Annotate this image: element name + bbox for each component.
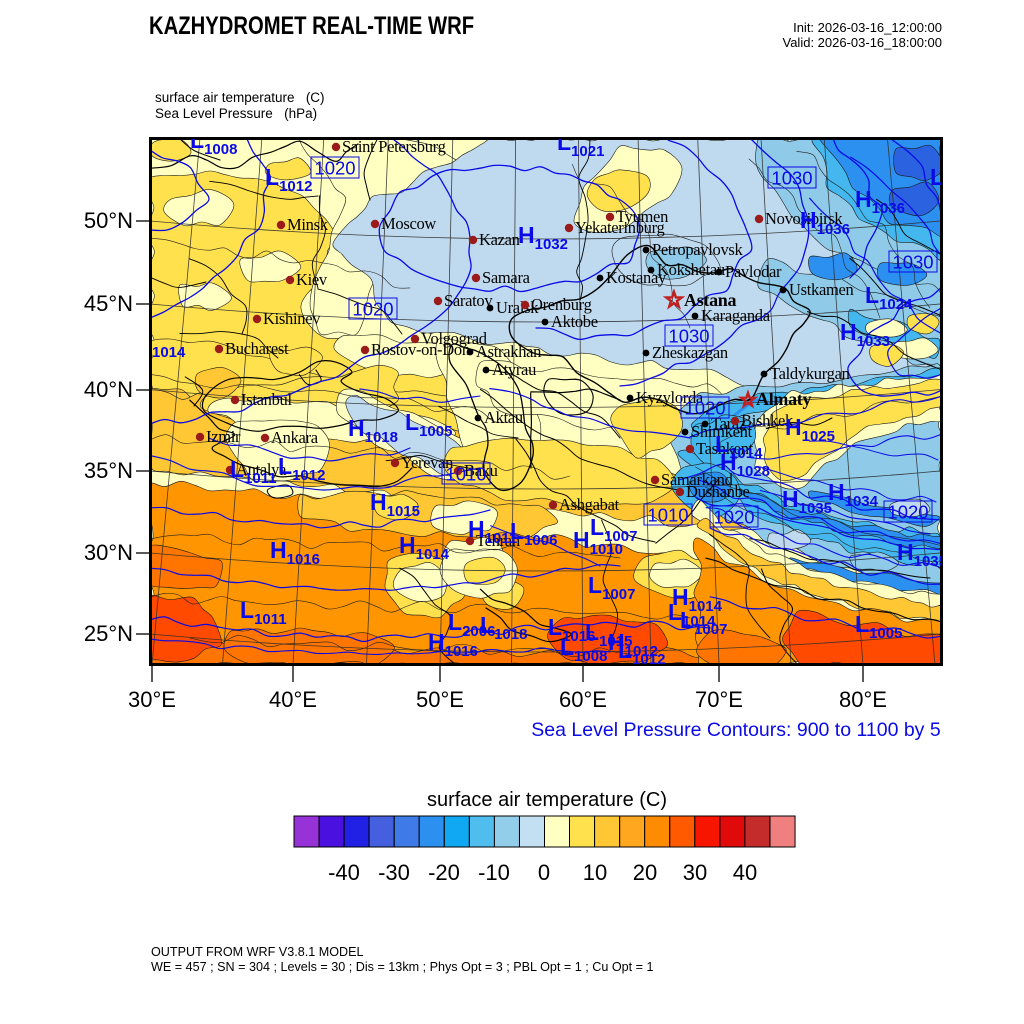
svg-text:Kishinev: Kishinev [263, 309, 321, 328]
svg-text:Yekaterinburg: Yekaterinburg [575, 218, 664, 237]
svg-text:Kokshetau: Kokshetau [657, 260, 725, 279]
svg-text:Aktau: Aktau [484, 408, 523, 427]
svg-text:Ustkamen: Ustkamen [789, 280, 854, 299]
svg-text:Rostov-on-Don: Rostov-on-Don [371, 340, 470, 359]
svg-text:1010: 1010 [445, 464, 486, 485]
svg-text:10: 10 [583, 860, 607, 885]
svg-text:L1030: L1030 [930, 164, 977, 195]
svg-text:Kyzylorda: Kyzylorda [636, 388, 704, 407]
svg-text:Samarkand: Samarkand [661, 470, 734, 489]
svg-text:Atyrau: Atyrau [492, 360, 536, 379]
svg-text:1030: 1030 [892, 252, 933, 273]
svg-text:Novosibirsk: Novosibirsk [765, 209, 843, 228]
svg-text:60°E: 60°E [559, 687, 607, 712]
svg-text:Pavlodar: Pavlodar [725, 262, 782, 281]
svg-text:Tashkent: Tashkent [696, 439, 754, 458]
svg-text:-40: -40 [328, 860, 360, 885]
svg-text:Antalya: Antalya [236, 460, 287, 479]
svg-text:20: 20 [633, 860, 657, 885]
svg-text:Volgograd: Volgograd [421, 329, 488, 348]
svg-text:Almaty: Almaty [756, 389, 811, 409]
svg-text:Izmir: Izmir [206, 427, 241, 446]
svg-text:30°N: 30°N [84, 540, 133, 565]
svg-text:1020: 1020 [887, 502, 928, 523]
svg-text:Moscow: Moscow [381, 214, 436, 233]
svg-text:Ashgabat: Ashgabat [559, 495, 620, 514]
svg-text:1020: 1020 [713, 507, 754, 528]
svg-text:Taldykurgan: Taldykurgan [770, 364, 850, 383]
svg-text:Istanbul: Istanbul [241, 390, 292, 409]
svg-text:1020: 1020 [352, 299, 393, 320]
svg-text:Petropavlovsk: Petropavlovsk [652, 240, 744, 259]
svg-text:25°N: 25°N [84, 621, 133, 646]
svg-text:1030: 1030 [771, 168, 812, 189]
svg-text:Baku: Baku [464, 461, 498, 480]
svg-text:Sea Level Pressure Contours: 9: Sea Level Pressure Contours: 900 to 1100… [531, 719, 941, 741]
svg-text:Ankara: Ankara [271, 428, 319, 447]
svg-text:-20: -20 [428, 860, 460, 885]
svg-text:Dushanbe: Dushanbe [686, 482, 750, 501]
svg-text:40: 40 [733, 860, 757, 885]
svg-text:40°N: 40°N [84, 377, 133, 402]
svg-text:45°N: 45°N [84, 291, 133, 316]
svg-text:-10: -10 [478, 860, 510, 885]
svg-text:Aktobe: Aktobe [551, 312, 598, 331]
svg-text:70°E: 70°E [695, 687, 743, 712]
svg-text:1014: 1014 [152, 344, 186, 361]
svg-text:Tyumen: Tyumen [616, 207, 668, 226]
svg-text:Tehran: Tehran [476, 531, 520, 550]
svg-text:1020: 1020 [314, 158, 355, 179]
svg-text:-30: -30 [378, 860, 410, 885]
svg-text:35°N: 35°N [84, 458, 133, 483]
svg-text:30°E: 30°E [128, 687, 176, 712]
svg-text:30: 30 [683, 860, 707, 885]
svg-text:Minsk: Minsk [287, 215, 329, 234]
svg-text:0: 0 [538, 860, 550, 885]
svg-text:Zheskazgan: Zheskazgan [652, 343, 728, 362]
svg-text:Astrakhan: Astrakhan [476, 342, 541, 361]
svg-text:80°E: 80°E [839, 687, 887, 712]
svg-text:1020: 1020 [684, 398, 725, 419]
svg-text:Yerevan: Yerevan [401, 453, 453, 472]
svg-text:Astana: Astana [684, 290, 737, 310]
svg-text:Bishkek: Bishkek [741, 411, 794, 430]
svg-text:50°E: 50°E [416, 687, 464, 712]
svg-text:1010: 1010 [647, 505, 688, 526]
svg-text:Saint Petersburg: Saint Petersburg [342, 137, 446, 156]
svg-text:Karaganda: Karaganda [701, 306, 771, 325]
svg-text:Orenburg: Orenburg [531, 295, 592, 314]
svg-text:H1018: H1018 [348, 415, 398, 446]
svg-text:50°N: 50°N [84, 208, 133, 233]
svg-text:Kazan: Kazan [479, 230, 520, 249]
svg-text:Kiev: Kiev [296, 270, 328, 289]
svg-text:L1021: L1021 [557, 129, 604, 160]
svg-text:Saratov: Saratov [444, 291, 493, 310]
svg-text:1030: 1030 [668, 326, 709, 347]
svg-text:Bucharest: Bucharest [225, 339, 289, 358]
svg-text:Uralsk: Uralsk [496, 298, 539, 317]
svg-text:Samara: Samara [482, 268, 531, 287]
svg-text:40°E: 40°E [269, 687, 317, 712]
svg-text:surface air temperature (C): surface air temperature (C) [427, 789, 667, 811]
